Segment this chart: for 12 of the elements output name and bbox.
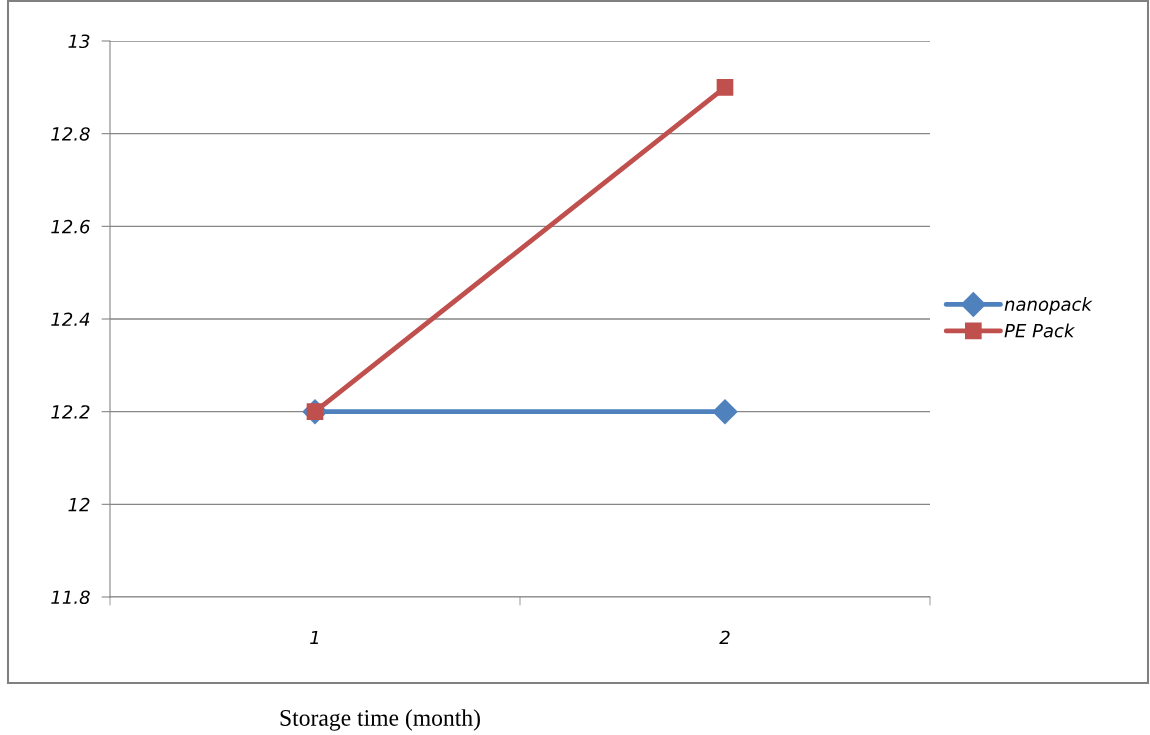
legend-label: PE Pack [1004,323,1075,338]
x-tick-label: 2 [719,630,730,645]
x-tick-label: 1 [310,630,319,645]
y-tick-label: 12.2 [51,405,90,419]
y-tick-label: 12.6 [51,219,90,234]
x-axis-title: Storage time (month) [280,709,480,731]
y-tick-label: 12.4 [51,312,90,326]
y-tick-label: 12 [68,497,90,512]
legend-label: nanopack [1004,297,1093,315]
y-tick-label: 13 [68,34,90,49]
y-tick-label: 11.8 [51,590,90,605]
y-tick-label: 12.8 [51,127,90,141]
